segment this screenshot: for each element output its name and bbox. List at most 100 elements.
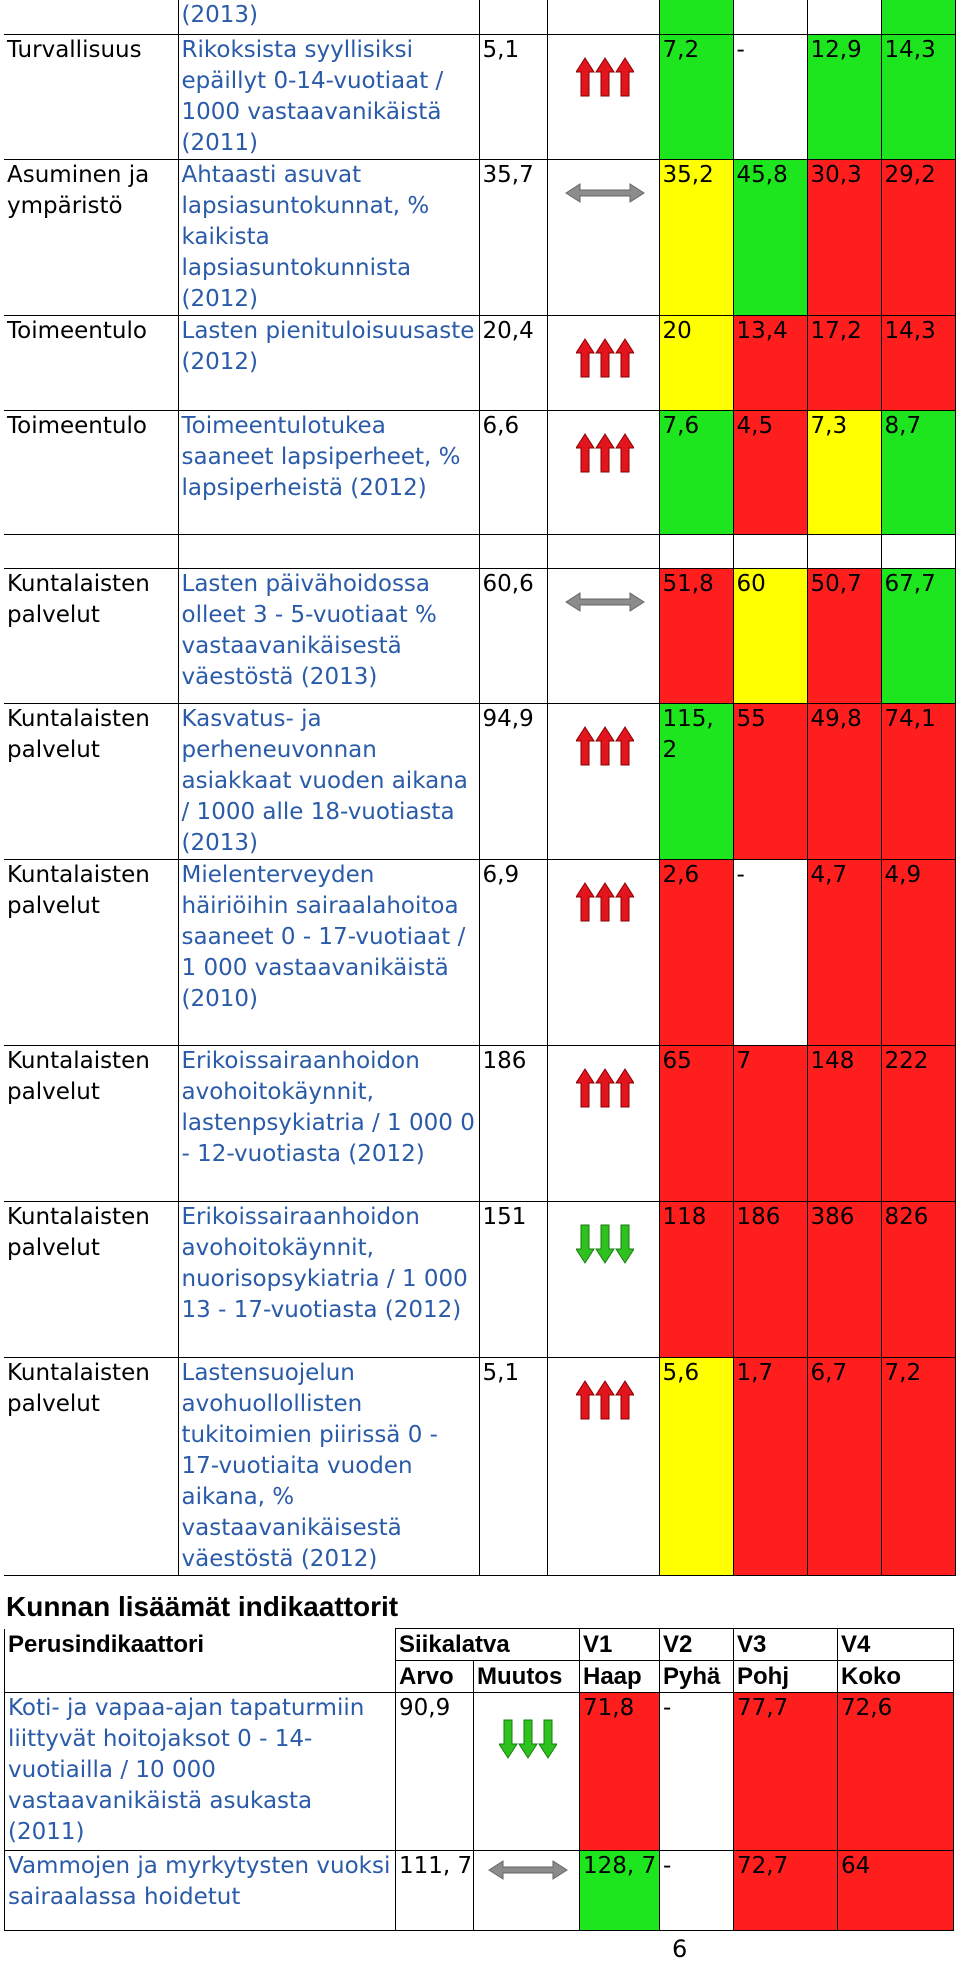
region-v3-cell: 148	[806, 1044, 882, 1202]
region-v4-cell: 8,7	[880, 409, 956, 535]
trend-cell	[546, 567, 660, 704]
region-v4-cell: 67,7	[880, 567, 956, 704]
table-row-fragment: (2013)	[4, 0, 956, 35]
spacer-cell	[4, 533, 179, 569]
category-cell: Kuntalaisten palvelut	[4, 702, 179, 860]
spacer-cell	[732, 533, 808, 569]
table-row: Toimeentulo Toimeentulotukea saaneet laps…	[4, 409, 956, 535]
value-cell: 5,1	[478, 33, 548, 160]
trend-up-red-icon	[575, 432, 634, 472]
category-cell: Toimeentulo	[4, 409, 179, 535]
value-cell: 60,6	[478, 567, 548, 704]
header-v2: V2	[659, 1628, 734, 1661]
region-v1-cell: 128, 7	[579, 1850, 660, 1931]
value-cell: 20,4	[478, 314, 548, 411]
table2-header-row: Perusindikaattori Siikalatva V1 V2 V3 V4	[4, 1628, 954, 1693]
region-v2-cell: 7	[732, 1044, 808, 1202]
subheader-v4: Koko	[837, 1660, 954, 1693]
indicator-cell: Erikoissairaanhoidon avohoitokäynnit, la…	[177, 1044, 480, 1202]
table-row: Kuntalaisten palvelut Lastensuojelun avoh…	[4, 1356, 956, 1576]
header-v1: V1	[579, 1628, 660, 1661]
trend-up-red-icon	[575, 56, 634, 96]
value-cell: 35,7	[478, 158, 548, 316]
region-v4-cell: 72,6	[837, 1692, 954, 1851]
header-indicator: Perusindikaattori	[4, 1628, 396, 1693]
region-v4-cell: 222	[880, 1044, 956, 1202]
indicator-cell: Lastensuojelun avohuollollisten tukitoim…	[177, 1356, 480, 1576]
indicator-cell: Erikoissairaanhoidon avohoitokäynnit, nu…	[177, 1200, 480, 1358]
region-v2-cell: 45,8	[732, 158, 808, 316]
table-row: Asuminen ja ympäristö Ahtaasti asuvat lap…	[4, 158, 956, 316]
trend-cell	[546, 702, 660, 860]
region-v3-cell: 12,9	[806, 33, 882, 160]
value-cell: 5,1	[478, 1356, 548, 1576]
region-v4-cell: 14,3	[880, 33, 956, 160]
trend-up-red-icon	[575, 1379, 634, 1419]
value-cell: 111, 7	[395, 1850, 474, 1931]
trend-up-red-icon	[575, 337, 634, 377]
region-v4-cell: 4,9	[880, 858, 956, 1046]
indicator-cell: Lasten pienituloisuusaste (2012)	[177, 314, 480, 411]
spacer-cell	[478, 533, 548, 569]
trend-cell	[546, 314, 660, 411]
trend-cell	[473, 1850, 580, 1931]
subheader-muutos: Muutos	[473, 1660, 580, 1693]
region-v3-cell: 50,7	[806, 567, 882, 704]
trend-cell	[546, 0, 660, 35]
region-v2-cell: 55	[732, 702, 808, 860]
region-v1-cell: 7,6	[658, 409, 734, 535]
region-v2-cell: 4,5	[732, 409, 808, 535]
region-v3-cell: 7,3	[806, 409, 882, 535]
region-v3-cell: 30,3	[806, 158, 882, 316]
region-v1-cell: 65	[658, 1044, 734, 1202]
trend-cell	[546, 158, 660, 316]
region-v1-cell: 2,6	[658, 858, 734, 1046]
region-v4-cell: 7,2	[880, 1356, 956, 1576]
region-v1-cell	[658, 0, 734, 35]
indicator-cell: Rikoksista syyllisiksi epäillyt 0-14-vuo…	[177, 33, 480, 160]
spacer-cell	[177, 533, 480, 569]
region-v1-cell: 71,8	[579, 1692, 660, 1851]
region-v2-cell: -	[732, 858, 808, 1046]
indicator-cell: Ahtaasti asuvat lapsiasuntokunnat, % kai…	[177, 158, 480, 316]
region-v1-cell: 51,8	[658, 567, 734, 704]
table2-row: Vammojen ja myrkytysten vuoksi sairaalas…	[4, 1850, 954, 1931]
region-v3-cell	[806, 0, 882, 35]
spacer-cell	[880, 533, 956, 569]
header-v4: V4	[837, 1628, 954, 1661]
indicator-cell: Vammojen ja myrkytysten vuoksi sairaalas…	[4, 1850, 396, 1931]
table-row: Kuntalaisten palvelut Kasvatus- ja perhen…	[4, 702, 956, 860]
spacer-row	[4, 533, 956, 569]
subheader-arvo: Arvo	[395, 1660, 474, 1693]
value-cell	[478, 0, 548, 35]
trend-cell	[546, 1356, 660, 1576]
region-v2-cell: 1,7	[732, 1356, 808, 1576]
table-row: Kuntalaisten palvelut Erikoissairaanhoido…	[4, 1200, 956, 1358]
trend-cell	[546, 1200, 660, 1358]
trend-down-green-icon	[499, 1719, 557, 1759]
region-v2-cell: -	[659, 1692, 734, 1851]
region-v3-cell: 17,2	[806, 314, 882, 411]
region-v2-cell: -	[732, 33, 808, 160]
trend-down-green-icon	[575, 1224, 634, 1264]
region-v1-cell: 20	[658, 314, 734, 411]
table-row: Kuntalaisten palvelut Mielenterveyden häi…	[4, 858, 956, 1046]
region-v4-cell: 14,3	[880, 314, 956, 411]
region-v3-cell: 72,7	[733, 1850, 838, 1931]
municipality-indicator-table: Perusindikaattori Siikalatva V1 V2 V3 V4…	[4, 1628, 954, 1931]
region-v1-cell: 118	[658, 1200, 734, 1358]
trend-cell	[546, 409, 660, 535]
table-row: Kuntalaisten palvelut Erikoissairaanhoido…	[4, 1044, 956, 1202]
trend-up-red-icon	[575, 725, 634, 765]
region-v1-cell: 35,2	[658, 158, 734, 316]
trend-cell	[546, 858, 660, 1046]
trend-up-red-icon	[575, 1067, 634, 1107]
subheader-v3: Pohj	[733, 1660, 838, 1693]
region-v3-cell: 49,8	[806, 702, 882, 860]
value-cell: 90,9	[395, 1692, 474, 1851]
category-cell: Turvallisuus	[4, 33, 179, 160]
trend-flat-icon	[488, 1860, 568, 1880]
trend-flat-icon	[564, 591, 645, 612]
trend-cell	[473, 1692, 580, 1851]
